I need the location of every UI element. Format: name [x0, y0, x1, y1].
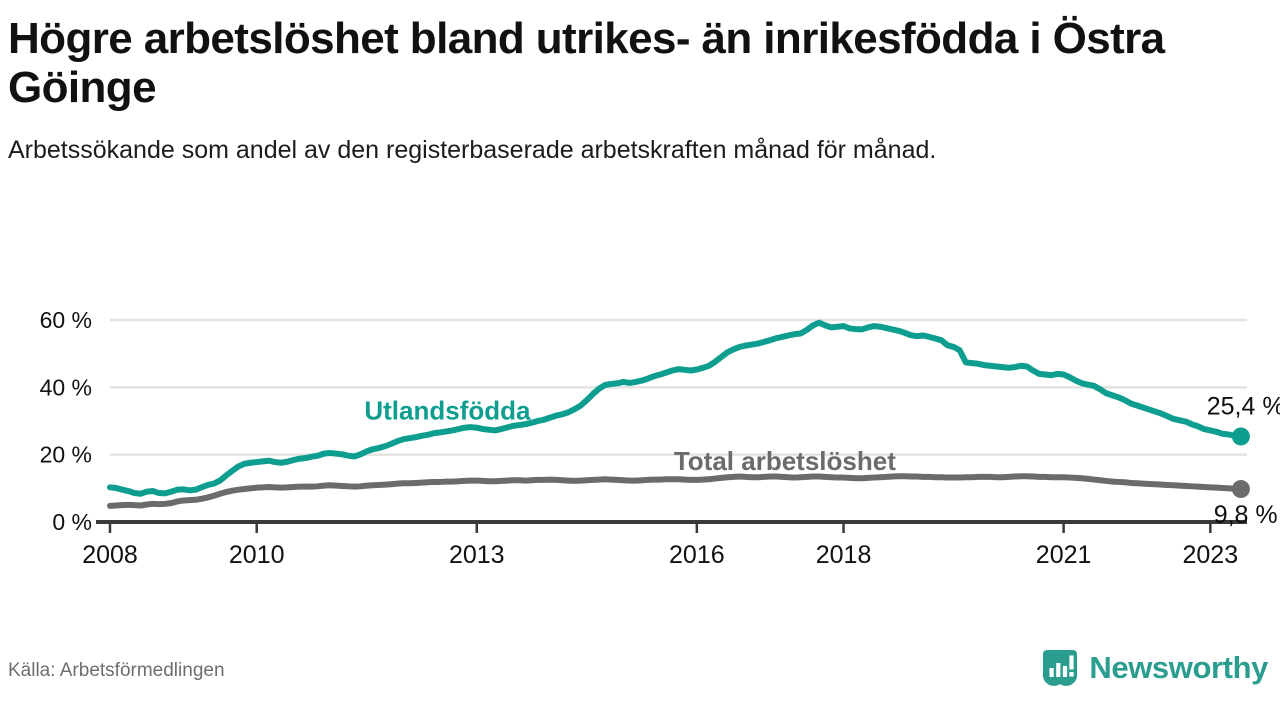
y-axis-tick-label: 20 % [40, 442, 92, 468]
chart-container: 0 % 20 % 40 % 60 % 2008 2010 2013 2016 2018 2021… [0, 288, 1280, 578]
chart-header: Högre arbetslöshet bland utrikes- än inr… [8, 14, 1258, 166]
foreign-born-end-value: 25,4 % [1207, 392, 1280, 420]
brand-name: Newsworthy [1089, 649, 1268, 685]
series-line [107, 319, 1244, 497]
y-axis-tick-label: 40 % [40, 374, 92, 400]
source-note: Källa: Arbetsförmedlingen [8, 660, 225, 681]
x-axis-ticks-group [108, 522, 1212, 533]
x-axis-labels-group: 2008 2010 2013 2016 2018 2021 2023 [82, 541, 1238, 569]
series-endpoint-dot [1231, 480, 1250, 499]
x-axis-tick-label: 2013 [449, 541, 505, 569]
x-axis-tick-label: 2010 [229, 541, 285, 569]
value-annotations-group: 25,4 % 9,8 % [1207, 392, 1280, 529]
page-title: Högre arbetslöshet bland utrikes- än inr… [8, 14, 1165, 113]
newsworthy-logo[interactable]: Newsworthy [1041, 648, 1268, 686]
series-inline-label: Utlandsfödda [364, 395, 531, 425]
y-axis-labels-group: 0 % 20 % 40 % 60 % [40, 307, 92, 535]
x-axis-tick-label: 2023 [1183, 541, 1239, 569]
series-inline-labels-group: Utlandsfödda Total arbetslöshet [364, 395, 896, 476]
chart-subtitle: Arbetssökande som andel av den registerb… [8, 135, 937, 164]
bar-chart-shield-icon [1043, 650, 1078, 686]
x-axis-tick-label: 2018 [816, 541, 872, 569]
x-axis-tick-label: 2021 [1036, 541, 1092, 569]
y-axis-tick-label: 60 % [40, 307, 92, 333]
series-inline-label: Total arbetslöshet [674, 446, 896, 476]
line-chart: 0 % 20 % 40 % 60 % 2008 2010 2013 2016 2018 2021… [40, 307, 1280, 569]
x-axis-tick-label: 2016 [669, 541, 725, 569]
total-end-value: 9,8 % [1214, 501, 1278, 529]
y-axis-tick-label: 0 % [52, 509, 92, 535]
series-endpoint-dot [1231, 427, 1250, 446]
series-line [107, 473, 1244, 509]
gridlines-group [110, 318, 1247, 456]
x-axis-tick-label: 2008 [82, 541, 138, 569]
chart-footer: Källa: Arbetsförmedlingen Newsworthy [0, 620, 1280, 720]
series-endpoint-dots-group [1231, 427, 1250, 499]
series-lines-group [107, 319, 1244, 509]
